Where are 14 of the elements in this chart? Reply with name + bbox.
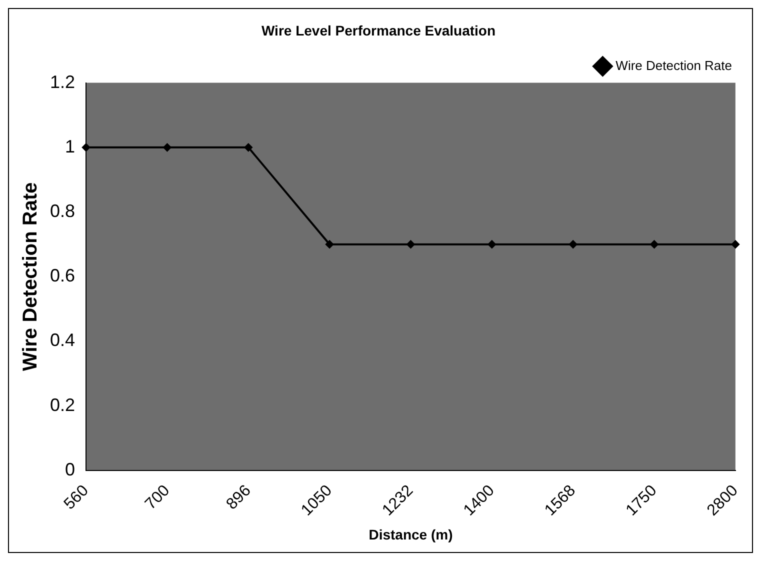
y-tick-label: 1.2 — [50, 72, 76, 92]
y-tick-label: 0.6 — [50, 266, 76, 286]
x-axis-title: Distance (m) — [368, 526, 453, 542]
y-tick-label: 0.8 — [50, 200, 76, 221]
y-tick-label: 1 — [65, 136, 76, 156]
y-tick-label: 0.4 — [50, 330, 76, 350]
y-tick-label: 0.2 — [50, 394, 76, 415]
legend-label: Wire Detection Rate — [616, 58, 732, 73]
x-tick-label: 896 — [223, 482, 254, 514]
x-tick-label: 560 — [61, 482, 92, 514]
x-tick-label: 700 — [142, 482, 174, 514]
y-axis-title: Wire Detection Rate — [20, 182, 42, 371]
chart-title: Wire Level Performance Evaluation — [261, 22, 496, 38]
y-tick-label: 0 — [65, 459, 76, 480]
